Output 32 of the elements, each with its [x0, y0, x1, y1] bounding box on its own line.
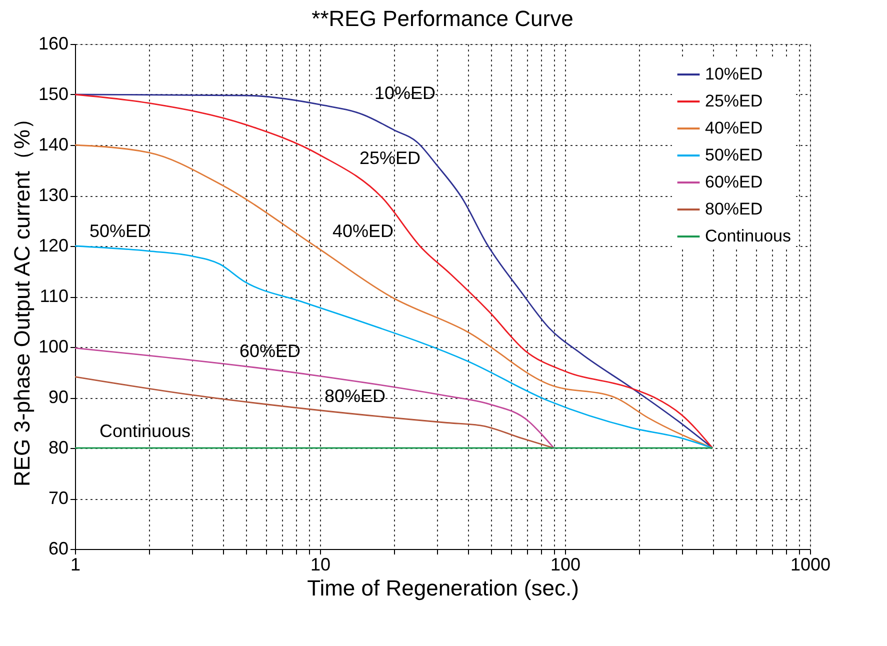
legend-label: 10%ED	[705, 64, 763, 84]
y-tick-label: 110	[40, 286, 68, 306]
y-tick-label: 140	[38, 134, 68, 154]
annotation: 60%ED	[239, 341, 301, 361]
x-tick-label: 10	[310, 554, 331, 574]
annotation: 40%ED	[332, 221, 394, 241]
annotation: 10%ED	[374, 83, 436, 103]
legend-label: 80%ED	[705, 200, 763, 218]
y-tick-label: 60	[48, 538, 68, 558]
legend-label: Continuous	[705, 226, 792, 246]
y-tick-label: 130	[38, 185, 68, 205]
annotation: 25%ED	[359, 148, 421, 168]
y-tick-label: 80	[48, 438, 68, 458]
chart-title: **REG Performance Curve	[312, 6, 574, 31]
y-tick-label: 150	[38, 84, 68, 104]
annotation: 50%ED	[89, 221, 151, 241]
legend-label: 60%ED	[705, 172, 763, 192]
annotation: 80%ED	[324, 386, 386, 406]
x-tick-label: 1	[70, 554, 81, 574]
legend-label: 25%ED	[705, 92, 763, 110]
x-axis-title: Time of Regeneration (sec.)	[307, 576, 579, 600]
annotation: Continuous	[99, 421, 191, 441]
y-tick-label: 160	[38, 34, 68, 54]
legend-label: 40%ED	[705, 118, 763, 138]
x-tick-label: 1000	[790, 554, 831, 574]
legend-label: 50%ED	[705, 146, 763, 164]
x-tick-label: 100	[550, 554, 581, 574]
y-tick-label: 70	[48, 488, 68, 508]
y-tick-label: 120	[38, 236, 68, 256]
y-tick-label: 90	[48, 387, 68, 407]
y-tick-label: 100	[38, 336, 68, 356]
y-axis-title: REG 3-phase Output AC current（%）	[9, 107, 34, 487]
